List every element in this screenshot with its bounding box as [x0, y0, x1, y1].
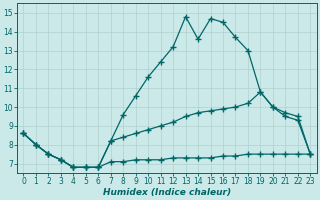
X-axis label: Humidex (Indice chaleur): Humidex (Indice chaleur): [103, 188, 231, 197]
